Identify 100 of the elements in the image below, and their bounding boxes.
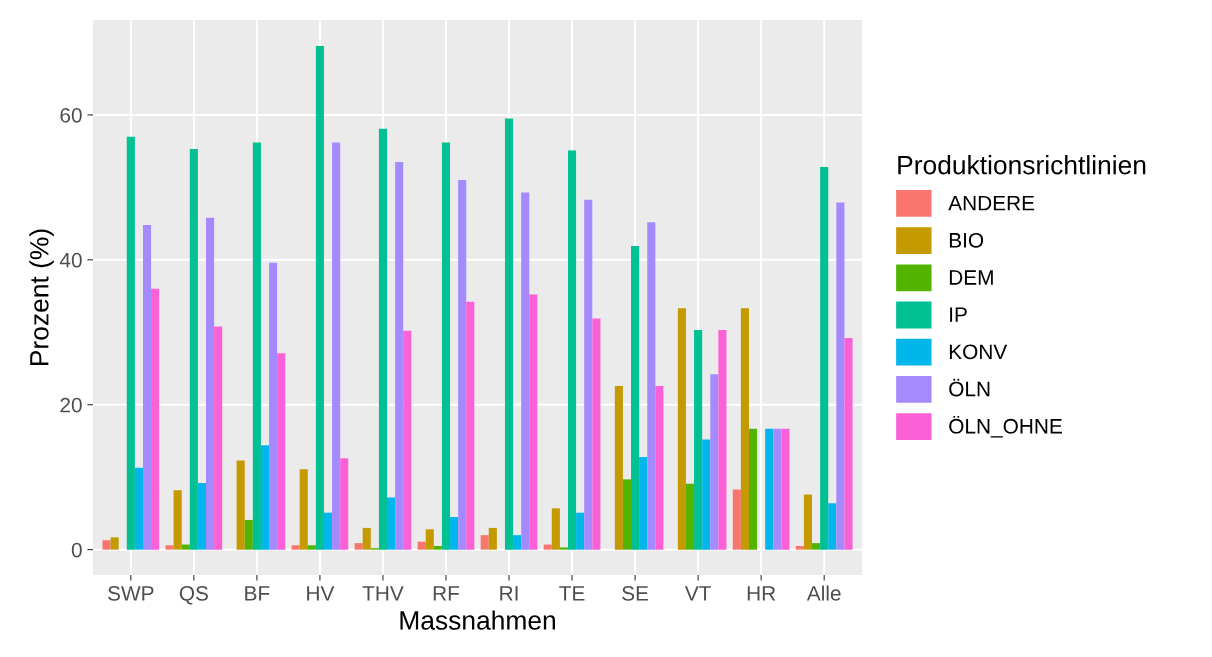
bar xyxy=(173,490,182,550)
x-tick-label: QS xyxy=(179,585,208,605)
bar xyxy=(181,544,190,550)
bar xyxy=(480,535,489,550)
y-axis-title: Prozent (%) xyxy=(29,229,54,365)
bar xyxy=(795,546,804,550)
y-tick-label: 40 xyxy=(59,252,82,268)
bar xyxy=(718,330,727,550)
legend-label: KONV xyxy=(949,344,1008,360)
x-tick-label: RI xyxy=(500,586,518,601)
bar xyxy=(543,544,552,550)
bar xyxy=(126,136,135,550)
bar xyxy=(803,494,813,550)
bar xyxy=(142,225,152,550)
legend-label: ÖLN_OHNE xyxy=(949,415,1062,438)
bar xyxy=(836,202,845,550)
bar xyxy=(513,535,522,550)
legend-title: Produktionsrichtlinien xyxy=(898,155,1146,175)
x-tick-label: VT xyxy=(684,586,711,601)
x-tick-label: BF xyxy=(245,586,270,601)
bar xyxy=(584,199,593,550)
bar xyxy=(614,385,623,550)
bar xyxy=(291,545,300,550)
bar xyxy=(639,456,648,550)
bar xyxy=(773,428,782,550)
bar xyxy=(488,527,497,550)
bar xyxy=(340,458,349,550)
y-tick-label: 0 xyxy=(71,542,82,558)
x-tick-label: Alle xyxy=(806,585,841,601)
bar xyxy=(551,508,560,550)
bar xyxy=(323,512,333,550)
bar xyxy=(677,308,686,550)
bar xyxy=(655,385,664,550)
bar xyxy=(702,439,711,550)
bar xyxy=(425,529,434,550)
bar xyxy=(622,479,632,550)
bar xyxy=(441,142,451,550)
bar xyxy=(315,46,324,550)
bar xyxy=(165,545,174,550)
bar xyxy=(592,318,601,550)
bar xyxy=(647,222,656,550)
bar xyxy=(458,180,467,550)
bar xyxy=(417,541,426,550)
bar xyxy=(197,482,207,550)
bar xyxy=(812,543,821,550)
legend-label: IP xyxy=(950,307,967,322)
bar xyxy=(403,330,412,550)
bar xyxy=(781,428,790,550)
y-tick-label: 60 xyxy=(60,107,82,123)
bar xyxy=(102,540,111,550)
x-tick-label: SE xyxy=(622,585,649,601)
bar xyxy=(694,330,703,550)
bar xyxy=(765,428,774,550)
x-tick-label: SWP xyxy=(108,585,154,601)
bar xyxy=(395,162,404,550)
bar xyxy=(568,150,577,550)
bar xyxy=(269,262,278,550)
y-tick-label: 20 xyxy=(60,397,82,413)
bar xyxy=(820,167,829,550)
bar xyxy=(844,338,853,550)
bar xyxy=(450,517,459,550)
bar xyxy=(710,374,719,550)
x-tick-label: HV xyxy=(307,586,335,601)
bar xyxy=(504,118,514,550)
x-tick-label: RF xyxy=(433,586,460,601)
legend-label: BIO xyxy=(949,232,984,248)
bar xyxy=(466,301,475,550)
x-axis-title: Massnahmen xyxy=(400,610,555,630)
bar xyxy=(559,547,568,550)
bar xyxy=(260,445,270,550)
bar xyxy=(433,546,442,550)
bar xyxy=(110,537,119,550)
bar xyxy=(252,142,261,550)
bar xyxy=(828,503,837,550)
bar xyxy=(387,497,396,550)
bar xyxy=(244,519,253,550)
legend-label: DEM xyxy=(949,270,993,285)
bar xyxy=(206,217,215,550)
bar xyxy=(529,294,538,550)
bar xyxy=(378,128,387,550)
bar xyxy=(277,353,286,550)
bar xyxy=(685,483,695,550)
legend-label: ANDERE xyxy=(948,195,1035,211)
bar xyxy=(332,142,341,550)
bar xyxy=(521,192,530,550)
bar xyxy=(740,308,749,550)
bar xyxy=(362,527,371,550)
bar xyxy=(134,467,143,550)
bar xyxy=(631,246,640,550)
bar xyxy=(236,460,245,550)
bar xyxy=(214,326,223,550)
bar xyxy=(748,428,758,550)
bar xyxy=(732,489,741,550)
bar xyxy=(576,512,585,550)
x-tick-label: THV xyxy=(362,586,404,601)
bar xyxy=(189,148,198,550)
legend-label: ÖLN xyxy=(949,378,990,397)
bar xyxy=(299,469,308,550)
x-tick-label: HR xyxy=(747,586,776,601)
bar xyxy=(151,288,160,550)
